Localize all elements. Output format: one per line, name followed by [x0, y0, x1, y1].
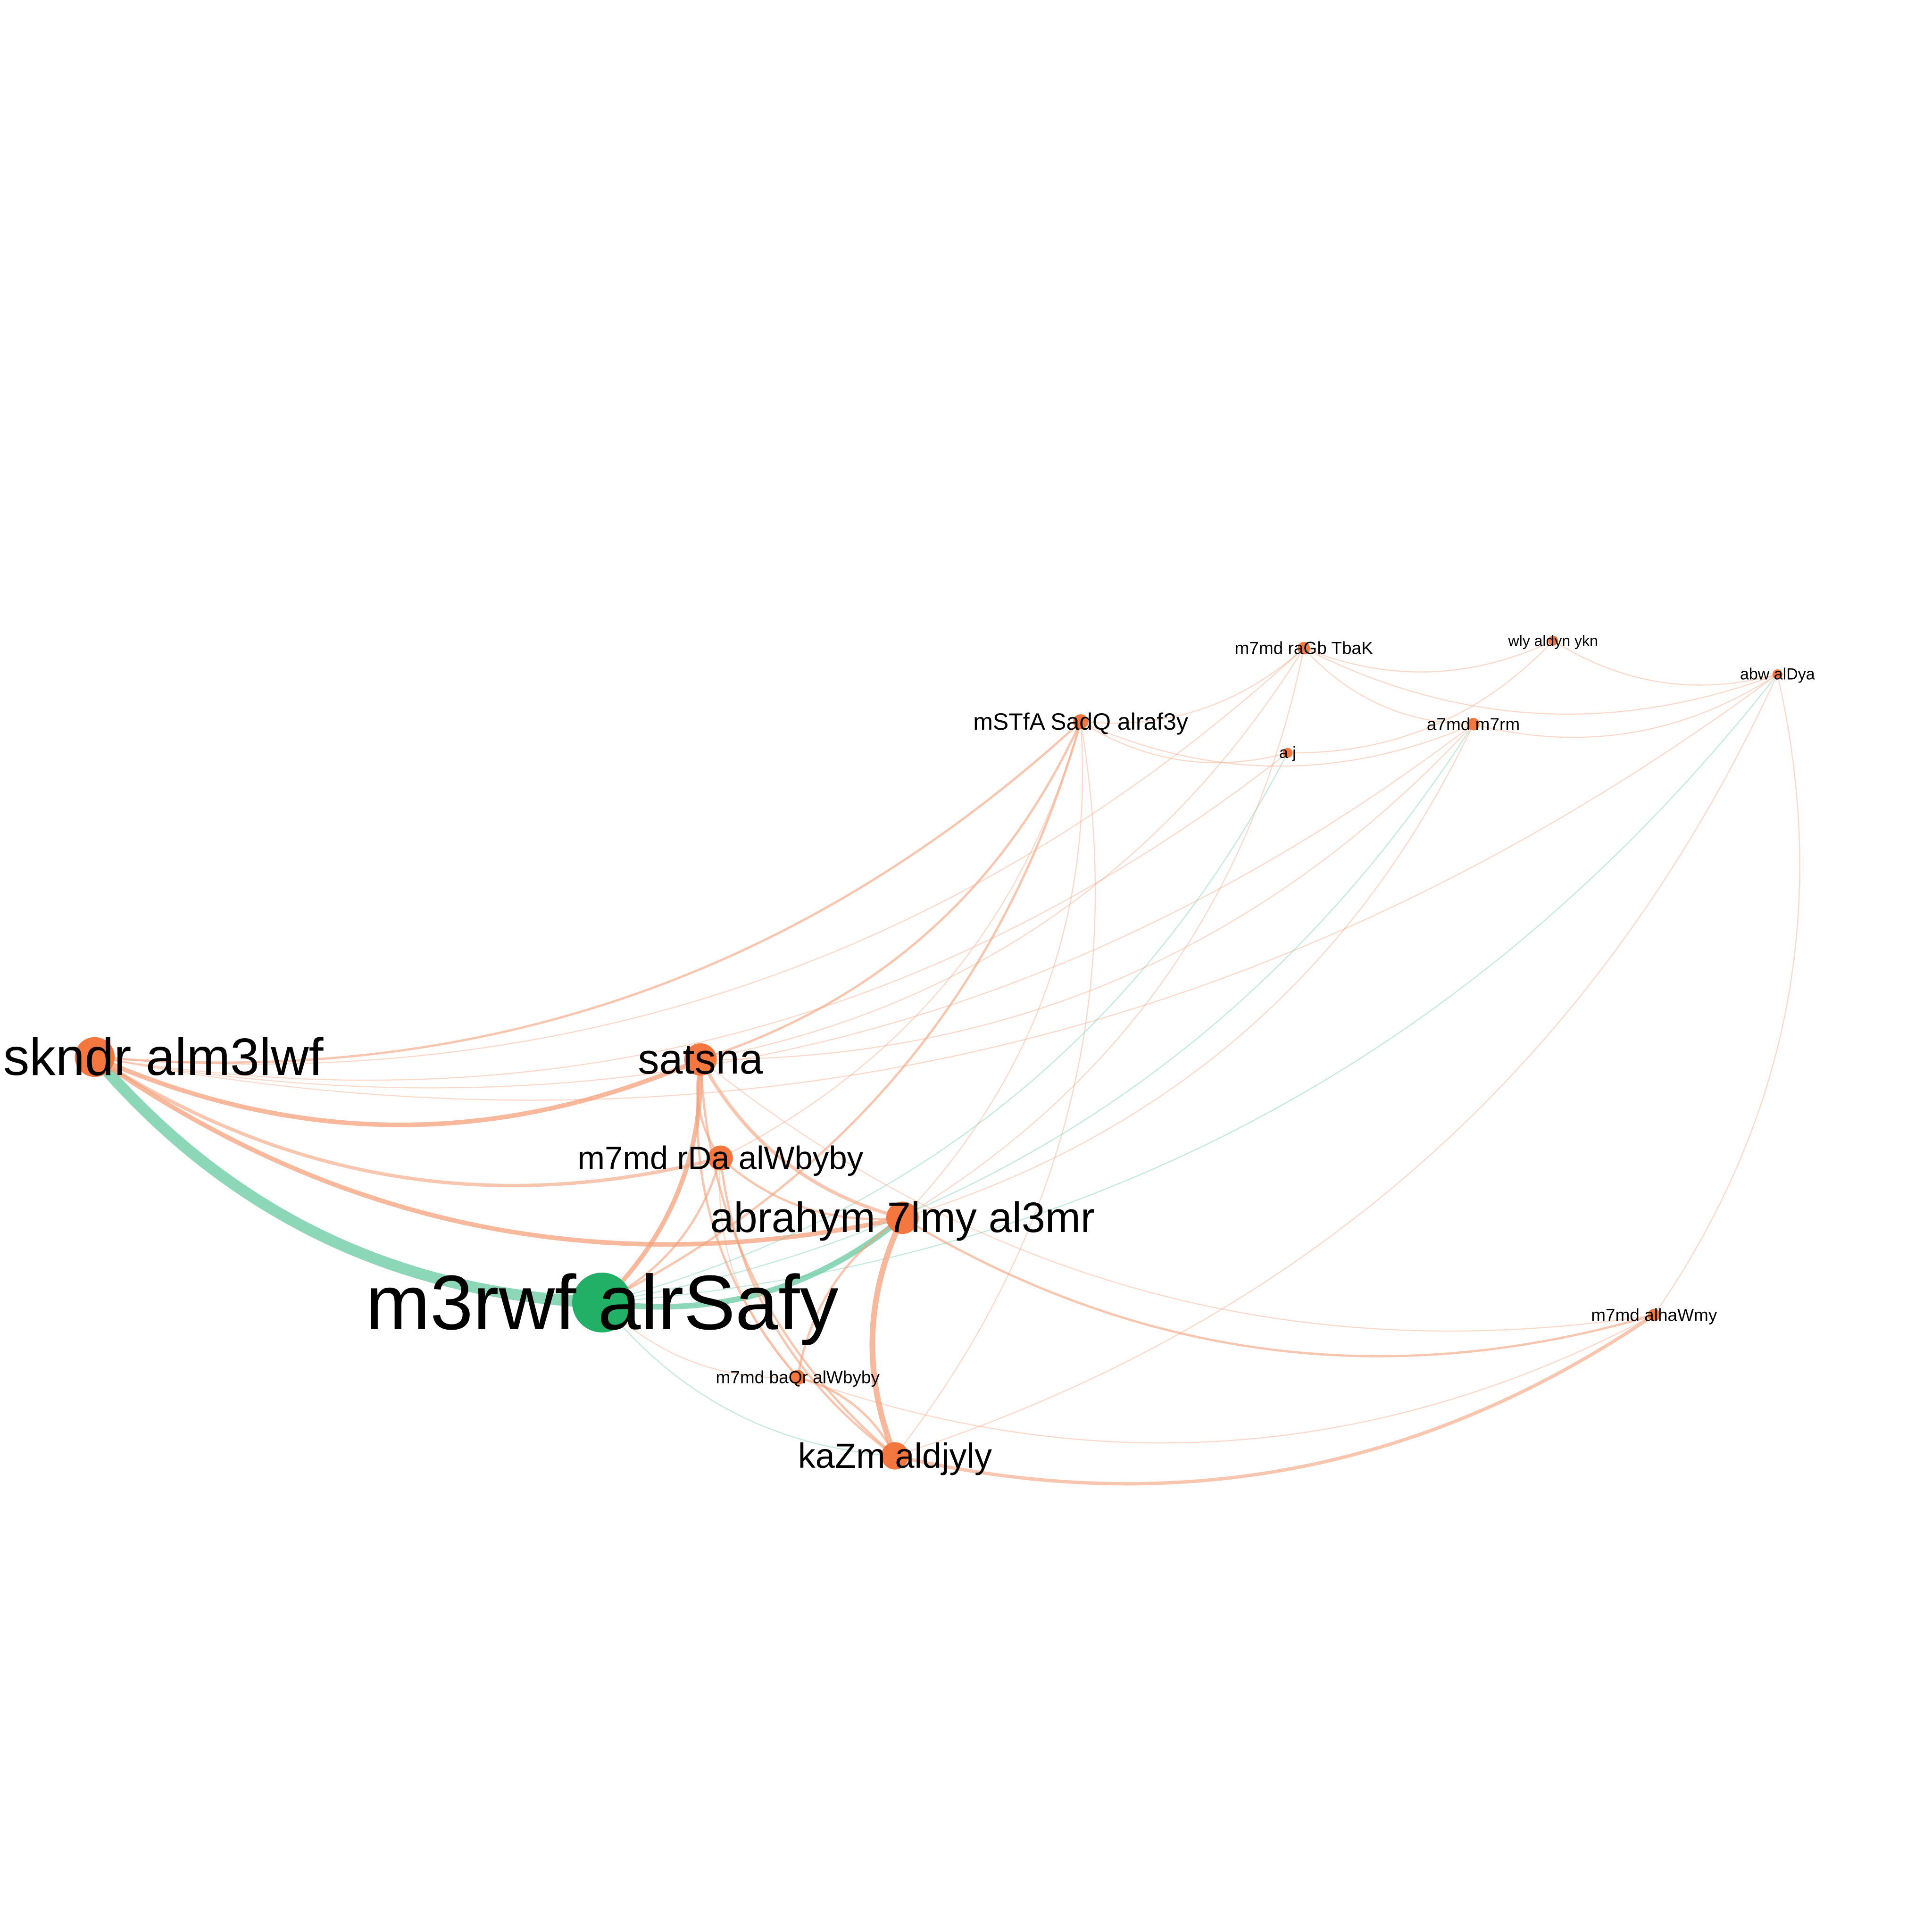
edge-kazm-sadq — [894, 721, 1096, 1457]
node-label-ragb: m7md raGb TbaK — [1234, 639, 1373, 658]
node-label-dya: abw alDya — [1740, 666, 1815, 683]
edge-baqr-hawmy — [797, 1314, 1655, 1444]
node-dya[interactable] — [1772, 669, 1782, 680]
edge-iskndr-m3rwf — [89, 1051, 608, 1308]
labels-layer: skndr alm3lwf m3rwf alrSafy satsna m7md rDa… — [3, 632, 1815, 1475]
edge-7lmy-ragb — [902, 647, 1305, 1218]
edge-iskndr-ragb — [94, 647, 1305, 1065]
edge-kazm-dya — [894, 674, 1778, 1457]
edge-satsna-ragb — [700, 647, 1305, 1060]
edge-m3rwf-kazm — [601, 1302, 896, 1457]
edge-iskndr-rda — [93, 1055, 723, 1188]
node-aj[interactable] — [1282, 748, 1293, 758]
node-sadq[interactable] — [1073, 714, 1088, 729]
edge-sadq-aj — [1080, 721, 1288, 764]
node-label-7lmy: abrahym 7lmy al3mr — [710, 1194, 1095, 1241]
edge-kazm-hawmy — [893, 1313, 1656, 1486]
node-iskndr[interactable] — [75, 1037, 115, 1077]
edge-7lmy-m7rm — [902, 724, 1474, 1218]
node-label-hawmy: m7md alhaWmy — [1591, 1305, 1717, 1324]
edge-m3rwf-aj — [601, 752, 1288, 1303]
node-label-m7rm: a7md m7rm — [1427, 715, 1520, 734]
node-label-m3rwf: m3rwf alrSafy — [366, 1259, 838, 1346]
edge-iskndr-7lmy — [92, 1055, 905, 1247]
node-kazm[interactable] — [881, 1442, 909, 1470]
edge-satsna-kazm — [699, 1058, 896, 1457]
edge-iskndr-aj — [94, 752, 1288, 1081]
node-label-wly: wly aldyn ykn — [1508, 632, 1598, 649]
node-m3rwf[interactable] — [572, 1273, 632, 1332]
node-label-aj: a j — [1279, 744, 1296, 762]
node-ragb[interactable] — [1297, 641, 1310, 655]
edge-7lmy-hawmy — [901, 1216, 1656, 1357]
node-hawmy[interactable] — [1648, 1308, 1660, 1322]
edge-satsna-sadq — [699, 720, 1082, 1061]
edge-sadq-m7rm — [1080, 721, 1474, 767]
edge-satsna-7lmy — [699, 1058, 904, 1220]
node-label-kazm: kaZm aldjyly — [798, 1436, 992, 1475]
edge-m7rm-dya — [1473, 674, 1778, 738]
edge-iskndr-dya — [94, 674, 1778, 1101]
edge-m3rwf-baqr — [601, 1302, 799, 1378]
edge-7lmy-baqr — [796, 1216, 904, 1379]
edge-iskndr-sadq — [93, 720, 1082, 1064]
edge-7lmy-sadq — [902, 721, 1083, 1218]
edge-wly-dya — [1552, 640, 1778, 686]
node-rda[interactable] — [708, 1145, 733, 1171]
edge-hawmy-dya — [1653, 674, 1800, 1316]
edge-m3rwf-sadq — [600, 720, 1082, 1304]
edge-satsna-baqr — [696, 1058, 799, 1379]
edge-iskndr-satsna — [92, 1055, 703, 1127]
node-label-baqr: m7md baQr alWbyby — [716, 1368, 880, 1387]
edge-kazm-baqr — [796, 1376, 896, 1457]
edge-satsna-m7rm — [700, 724, 1474, 1060]
edge-sadq-ragb — [1080, 647, 1305, 724]
edge-rda-sadq — [720, 721, 1082, 1159]
edge-m3rwf-dya — [601, 674, 1778, 1303]
node-baqr[interactable] — [790, 1370, 806, 1385]
edge-ragb-wly — [1303, 640, 1554, 673]
edge-rda-baqr — [719, 1157, 799, 1378]
node-label-satsna: satsna — [638, 1036, 764, 1083]
edge-ragb-dya — [1303, 647, 1778, 715]
node-m7rm[interactable] — [1467, 718, 1480, 731]
node-satsna[interactable] — [684, 1043, 717, 1076]
edge-rda-7lmy — [719, 1157, 904, 1220]
edge-ragb-m7rm — [1303, 647, 1474, 725]
node-label-sadq: mSTfA SadQ alraf3y — [973, 708, 1188, 735]
edge-satsna-hawmy — [700, 1058, 1655, 1332]
edge-iskndr-m7rm — [94, 724, 1474, 1089]
node-label-rda: m7md rDa alWbyby — [578, 1140, 864, 1176]
edge-rda-kazm — [719, 1157, 896, 1457]
node-wly[interactable] — [1548, 635, 1558, 646]
edge-aj-wly — [1287, 640, 1554, 754]
edge-m3rwf-m7rm — [601, 724, 1474, 1303]
nodes-layer — [75, 635, 1782, 1470]
node-label-iskndr: skndr alm3lwf — [3, 1028, 324, 1086]
edge-7lmy-kazm — [869, 1215, 906, 1459]
edge-m3rwf-satsna — [600, 1057, 703, 1305]
node-7lmy[interactable] — [886, 1201, 919, 1234]
